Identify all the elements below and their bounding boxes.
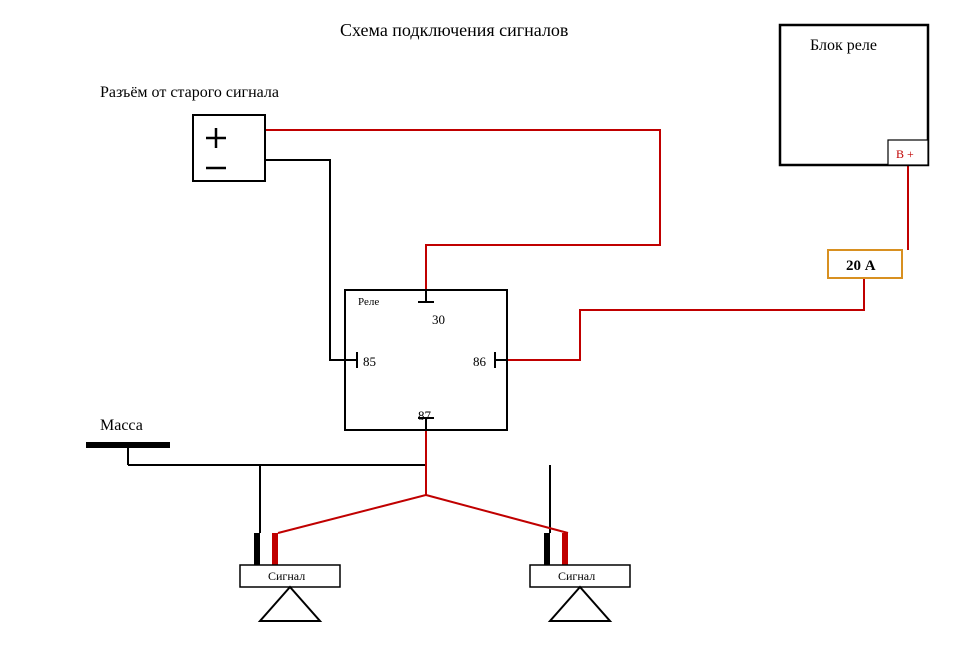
relay-pin-label: 30: [432, 312, 445, 327]
relay-pin-label: 87: [418, 408, 432, 423]
wiring-diagram: Схема подключения сигналов Блок реле В + 20…: [0, 0, 960, 646]
relay-label: Реле: [358, 296, 379, 308]
relay-pin-label: 85: [363, 354, 376, 369]
relay-pin-label: 86: [473, 354, 487, 369]
diagram-title: Схема подключения сигналов: [340, 20, 568, 40]
horn-terminal-red: [272, 533, 278, 565]
relay-block-label: Блок реле: [810, 37, 877, 54]
old-connector-box: [193, 115, 265, 181]
horn-terminal-red: [562, 533, 568, 565]
horn-label: Сигнал: [268, 569, 305, 583]
old-connector-label: Разъём от старого сигнала: [100, 84, 279, 101]
horn-terminal-black: [254, 533, 260, 565]
horn-label: Сигнал: [558, 569, 595, 583]
horn-terminal-black: [544, 533, 550, 565]
fuse-label: 20 А: [846, 258, 876, 274]
ground-label: Масса: [100, 417, 143, 434]
bplus-label: В +: [896, 147, 914, 161]
